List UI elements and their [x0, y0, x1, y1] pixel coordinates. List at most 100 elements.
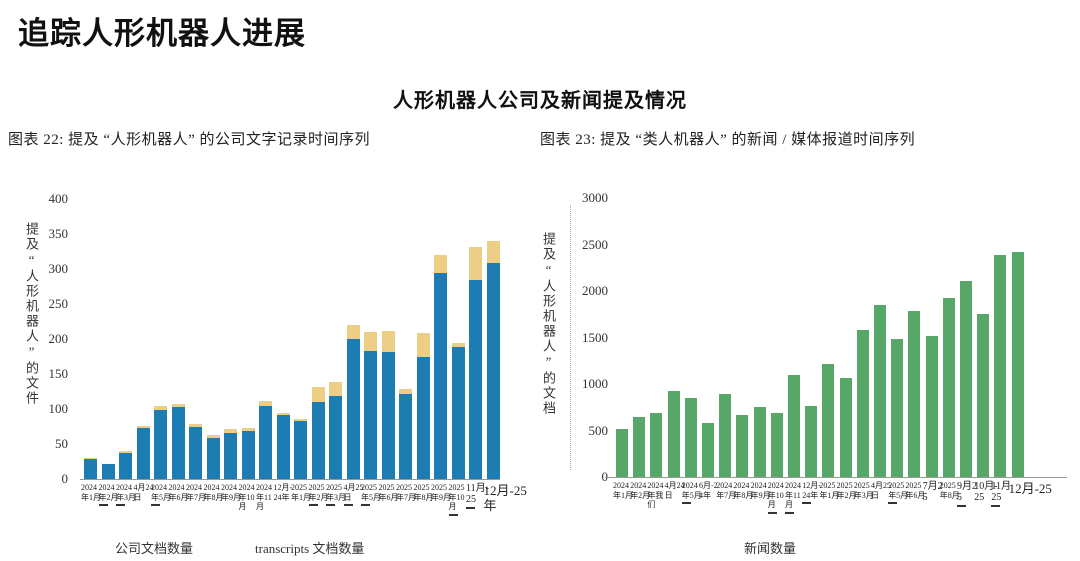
x-axis-label: 2025年2月 [308, 483, 329, 506]
chart23-y-axis-title: 提及“人形机器人”的文档 [541, 232, 556, 416]
y-tick-label: 3000 [582, 190, 608, 205]
y-tick-label: 150 [48, 366, 69, 381]
chart22-y-axis-ticks: 0 50 100 150 200 250 300 350 400 [30, 190, 69, 486]
bar-segment [189, 426, 202, 479]
x-axis-label: 2025年1月 [291, 483, 311, 502]
chart22-caption: 图表 22: 提及 “人形机器人” 的公司文字记录时间序列 [8, 132, 370, 148]
x-axis-label: 2025年3月 [326, 483, 346, 506]
label-underline-mark [98, 504, 108, 506]
bar-segment [171, 406, 185, 479]
x-axis-label: 2024年7月 [186, 483, 206, 502]
x-axis-label: 2024年7月 [716, 481, 737, 500]
bar-segment [469, 279, 482, 479]
label-underline-mark [326, 504, 335, 506]
bar-segment [276, 412, 290, 416]
bar-segment [633, 417, 646, 477]
bar-segment [276, 415, 290, 479]
label-underline-mark [991, 505, 1001, 507]
bar-segment [189, 423, 202, 427]
bar-segment [977, 314, 990, 477]
chart22-plot-area [80, 190, 500, 480]
x-axis-label: 2025年5月 [888, 481, 908, 504]
x-axis-label: 12月-25 [1008, 481, 1052, 496]
bar-segment [119, 451, 132, 454]
y-tick-label: 0 [61, 471, 69, 486]
y-tick-label: 50 [55, 436, 68, 451]
y-tick-label: 500 [588, 422, 609, 438]
section-subtitle: 人形机器人公司及新闻提及情况 [393, 90, 687, 112]
y-tick-label: 0 [601, 469, 609, 484]
x-axis-label: 11月-25 [466, 483, 490, 509]
x-axis-label: 2024年10月 [767, 481, 788, 514]
chart22-legend: 公司文档数量 transcripts 文档数量 [115, 538, 364, 557]
bar-segment [346, 325, 360, 339]
bar-segment [822, 363, 835, 477]
x-axis-label: 4月25日 [871, 481, 891, 500]
x-axis-label: 2025年8月 [939, 481, 960, 500]
chart23-plot-area [605, 195, 1067, 478]
bar-segment [667, 391, 680, 477]
bar-segment [486, 241, 500, 263]
bar-segment [294, 418, 307, 421]
x-axis-label: 11月25 [991, 481, 1015, 507]
bar-segment [136, 425, 150, 428]
bar-segment [329, 381, 342, 396]
chart23-x-axis-labels: 2024年1月 2024年2月 2024年我们 4月24日 2024年5月 6月-24年 2… [605, 479, 1080, 537]
x-axis-label: 2025年10月 [448, 483, 469, 516]
x-axis-label: 2024年6月 [168, 483, 189, 502]
x-axis-label: 12月-24年 [273, 483, 293, 502]
bar-segment [311, 386, 325, 402]
bar-segment [416, 357, 430, 479]
bar-segment [84, 459, 97, 479]
bar-segment [908, 310, 921, 477]
label-underline-mark [448, 513, 458, 516]
y-tick-label: 200 [48, 331, 69, 346]
bar-segment [364, 350, 377, 479]
bar-segment [206, 434, 220, 438]
x-axis-label: 2024年8月 [203, 483, 224, 502]
label-underline-mark [361, 504, 370, 506]
x-axis-label: 7月25 [922, 481, 943, 503]
x-axis-label: 10月-25 [974, 481, 998, 503]
x-axis-label: 2024年9月 [750, 481, 771, 500]
y-tick-label: 250 [48, 296, 69, 311]
bar-segment [1011, 251, 1024, 477]
bar-segment [154, 406, 167, 411]
x-axis-label: 2025年3月 [853, 481, 874, 500]
label-underline-mark [802, 502, 812, 504]
x-axis-label: 4月25日 [343, 483, 364, 506]
chart23-caption: 图表 23: 提及 “类人机器人” 的新闻 / 媒体报道时间序列 [540, 132, 916, 148]
x-axis-label: 2024年9月 [221, 483, 241, 502]
x-axis-label: 12月-24年 [802, 481, 822, 504]
bar-segment [434, 273, 447, 479]
page-title: 追踪人形机器人进展 [18, 16, 306, 51]
chart23-axis-divider [570, 205, 571, 470]
x-axis-label: 2025年7月 [396, 483, 416, 502]
bar-segment [788, 374, 800, 477]
label-underline-mark [767, 511, 777, 514]
bar-segment [925, 335, 938, 477]
bar-segment [839, 377, 852, 477]
bar-segment [241, 430, 255, 479]
label-underline-mark [343, 504, 353, 506]
bar-segment [702, 423, 714, 477]
x-axis-label: 2025年1月 [819, 481, 840, 500]
label-underline-mark [785, 511, 794, 514]
bar-segment [891, 339, 904, 477]
y-tick-label: 350 [48, 226, 69, 241]
x-axis-label: 12月-25年 [483, 483, 527, 513]
bar-segment [381, 331, 395, 353]
x-axis-label: 2024年8月 [733, 481, 754, 500]
y-tick-label: 2500 [582, 236, 608, 252]
bar-segment [154, 410, 167, 479]
x-axis-label: 2025年5月 [361, 483, 381, 506]
legend-item-transcripts-docs: transcripts 文档数量 [255, 541, 365, 556]
bar-segment [770, 412, 783, 477]
x-axis-label: 2025年8月 [413, 483, 434, 502]
chart23-legend: 新闻数量 [605, 538, 935, 557]
bar-segment [469, 247, 482, 280]
x-axis-label: 2024年我们 [647, 481, 664, 509]
x-axis-label: 2024年3月 [116, 483, 136, 506]
bar-segment [434, 255, 447, 274]
